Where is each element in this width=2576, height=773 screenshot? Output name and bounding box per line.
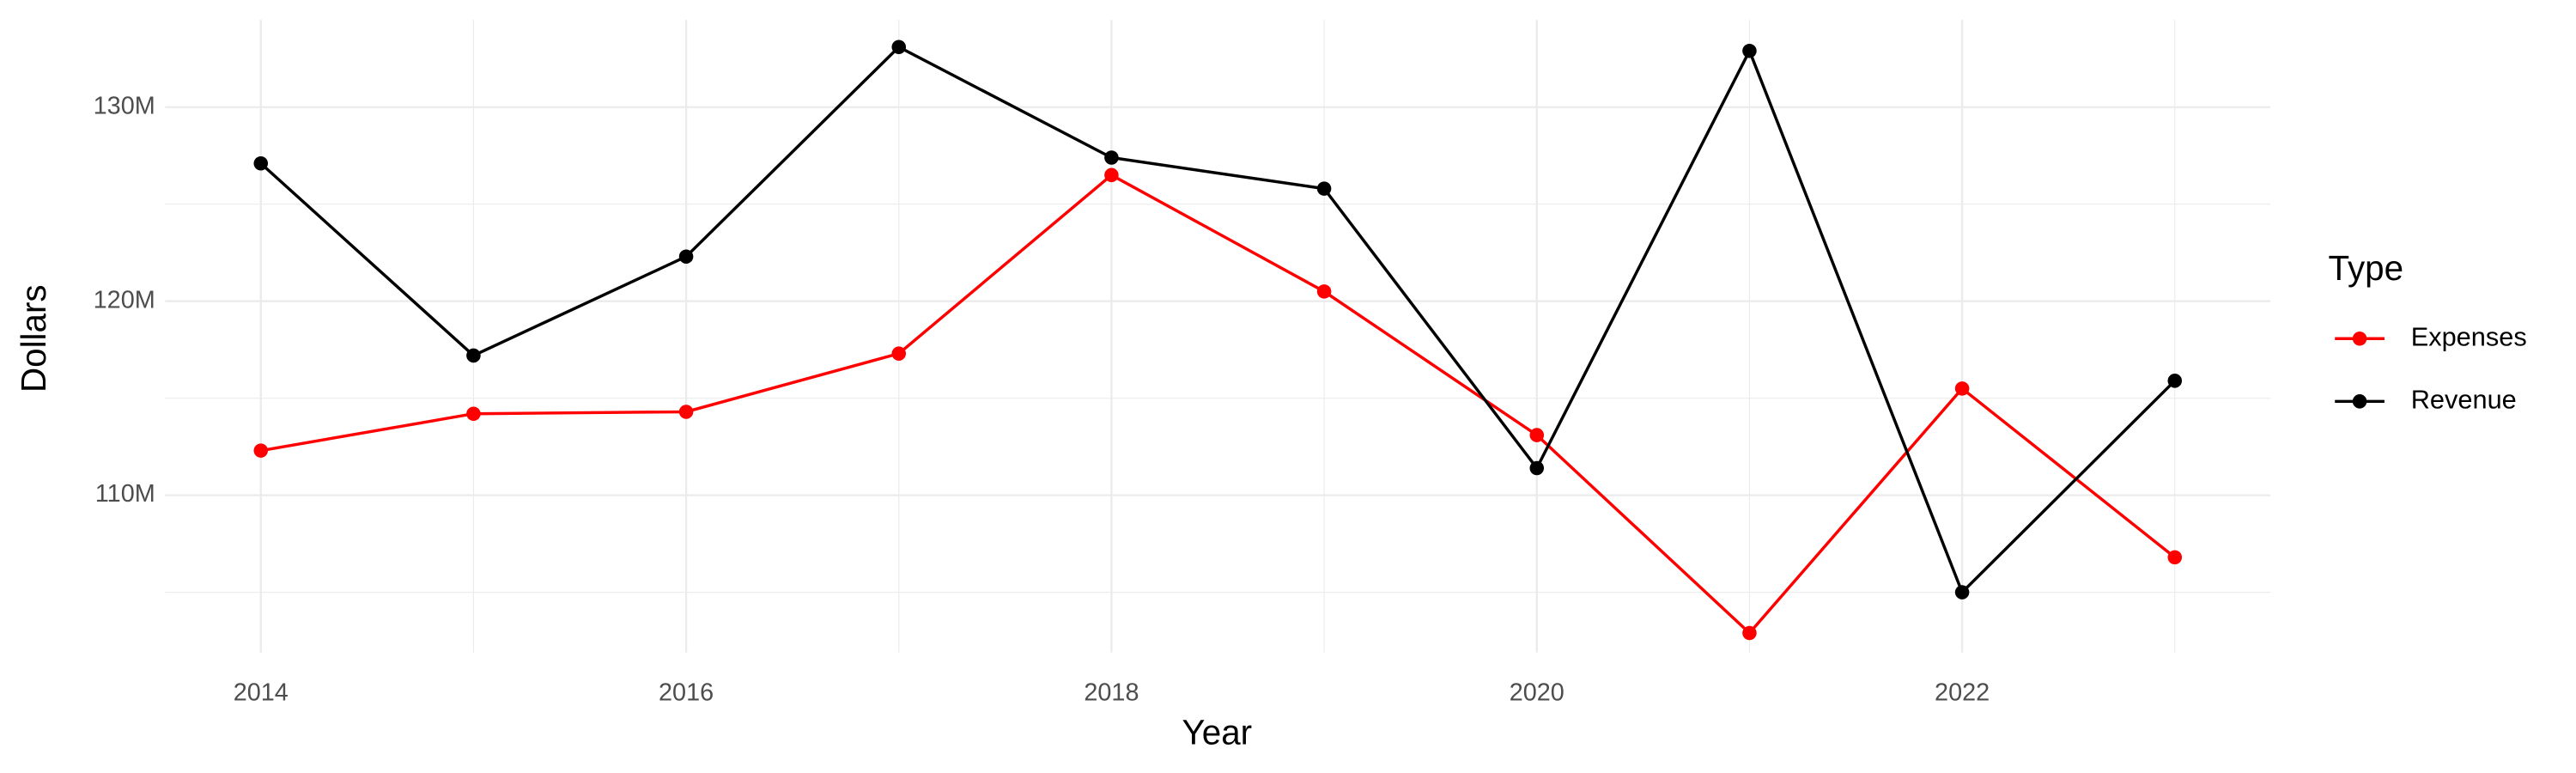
point — [466, 348, 481, 363]
legend-label: Revenue — [2411, 384, 2517, 414]
point — [678, 249, 694, 264]
legend-title: Type — [2329, 248, 2404, 288]
point — [2167, 550, 2183, 565]
x-tick-label: 2014 — [234, 679, 289, 706]
y-tick-label: 120M — [94, 286, 155, 313]
line — [259, 45, 2177, 595]
point — [891, 346, 907, 361]
point — [1529, 460, 1545, 476]
y-tick-label: 110M — [95, 480, 155, 508]
x-tick-label: 2022 — [1935, 679, 1990, 706]
x-tick-label: 2020 — [1510, 679, 1564, 706]
point — [678, 405, 694, 419]
point — [1742, 43, 1757, 58]
x-tick-label: 2016 — [659, 679, 714, 706]
legend-label: Expenses — [2411, 321, 2527, 351]
point — [1529, 428, 1545, 442]
point — [466, 406, 481, 421]
point — [1104, 150, 1119, 165]
legend-key-point — [2352, 394, 2367, 409]
point — [253, 155, 269, 171]
point — [1104, 167, 1119, 183]
point — [253, 443, 269, 458]
legend-key-point — [2352, 331, 2367, 346]
line — [260, 173, 2176, 636]
point — [2167, 374, 2183, 388]
point — [1316, 284, 1332, 299]
point — [891, 40, 907, 54]
x-axis-title: Year — [1182, 712, 1253, 752]
point — [1954, 585, 1970, 600]
point — [1742, 625, 1757, 641]
point — [1954, 381, 1970, 396]
x-tick-label: 2018 — [1084, 679, 1139, 706]
y-tick-label: 130M — [94, 92, 155, 119]
y-axis-title: Dollars — [14, 284, 53, 393]
point — [1316, 181, 1332, 196]
